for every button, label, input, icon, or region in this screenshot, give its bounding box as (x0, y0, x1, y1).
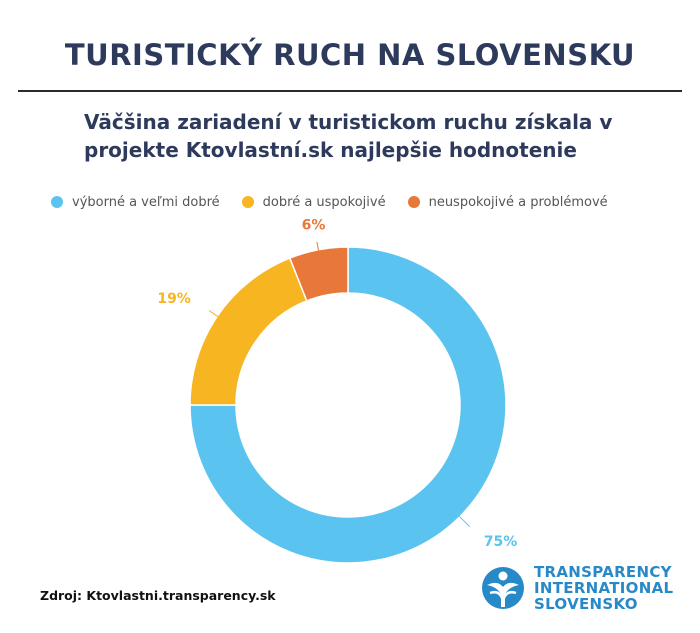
data-label-excellent: 75% (484, 534, 518, 550)
leader-line-poor (316, 241, 320, 252)
legend-item-excellent: výborné a veľmi dobré (51, 195, 220, 210)
chart-legend: výborné a veľmi dobré dobré a uspokojivé… (51, 192, 630, 212)
data-label-good: 19% (157, 291, 191, 307)
source-note: Zdroj: Ktovlastni.transparency.sk (40, 588, 276, 603)
legend-item-good: dobré a uspokojivé (241, 194, 386, 210)
donut-slice-poor (288, 246, 349, 302)
logo-text: TRANSPARENCY INTERNATIONAL SLOVENSKO (534, 564, 673, 612)
legend-swatch-poor (407, 196, 420, 208)
legend-label-good: dobré a uspokojivé (262, 194, 386, 210)
logo-line-2: INTERNATIONAL (534, 579, 674, 597)
legend-swatch-good (241, 196, 254, 208)
donut-slice-good (189, 257, 308, 406)
transparency-logo: TRANSPARENCY INTERNATIONAL SLOVENSKO (480, 564, 673, 612)
leader-line-excellent (457, 514, 470, 527)
logo-line-3: SLOVENSKO (534, 595, 638, 613)
legend-label-excellent: výborné a veľmi dobré (72, 194, 220, 210)
donut-slice-excellent (189, 246, 507, 564)
legend-swatch-excellent (51, 196, 63, 208)
title-divider (18, 90, 682, 92)
chart-subtitle: Väčšina zariadení v turistickom ruchu zí… (84, 108, 644, 164)
subtitle-line-2: projekte Ktovlastní.sk najlepšie hodnote… (84, 138, 577, 162)
subtitle-line-1: Väčšina zariadení v turistickom ruchu zí… (84, 110, 613, 134)
legend-item-poor: neuspokojivé a problémové (407, 194, 608, 210)
data-label-poor: 6% (302, 217, 326, 233)
legend-label-poor: neuspokojivé a problémové (428, 194, 608, 210)
leader-line-good (208, 310, 220, 318)
logo-line-1: TRANSPARENCY (534, 563, 672, 581)
transparency-logo-icon (482, 567, 524, 609)
page-title: TURISTICKÝ RUCH NA SLOVENSKU (64, 38, 636, 72)
